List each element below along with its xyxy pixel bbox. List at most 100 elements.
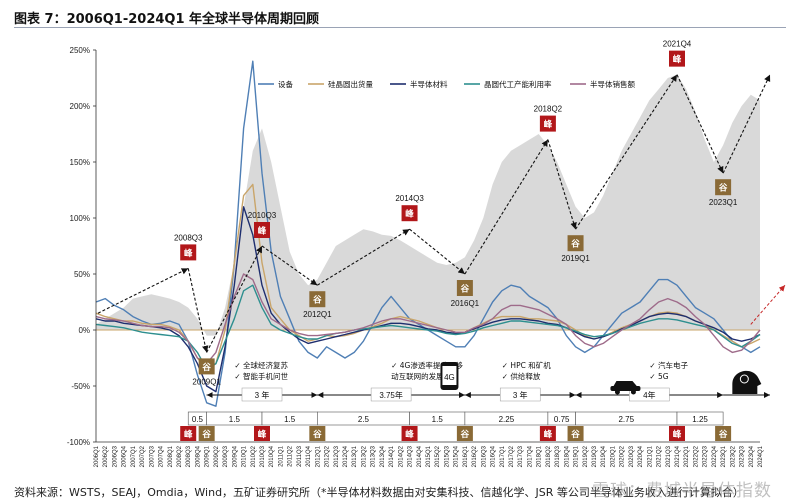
trough-badge [715,179,732,196]
cycle-note-text: ✓ 4G渗透率提升，移 [391,360,463,370]
badge-text: 谷 [460,429,470,440]
cycle-point-label: 2014Q3 [395,194,424,203]
cycle-point-label: 2009Q1 [192,377,221,386]
phone-icon-label: 4G [444,373,455,382]
x-tick-label: 2021Q4 [675,445,681,467]
x-tick-label: 2017Q4 [527,445,533,467]
badge-text: 峰 [184,429,193,440]
badge-text: 峰 [258,429,267,440]
cycle-point-label: 2010Q3 [248,211,277,220]
cycle-span-label: 4年 [643,390,655,400]
y-axis: 250% 200% 150% 100% 50% 0% -50% -100% [67,46,97,447]
peak-badge [401,205,418,222]
legend-label: 半导体材料 [410,79,448,89]
badge-text: 谷 [460,284,470,295]
x-tick-label: 2007Q2 [140,445,146,467]
x-tick-label: 2020Q3 [629,445,635,467]
trough-badge [567,426,584,441]
trough-badge [567,235,584,252]
trend-segment [409,228,466,275]
y-tick-label: -50% [71,382,90,391]
car-wheel [614,389,620,395]
x-tick-label: 2008Q4 [195,445,201,467]
peak-badge [539,426,556,441]
cycle-point-label: 2012Q1 [303,310,332,319]
x-tick-label: 2022Q4 [712,445,718,467]
legend-label: 半导体销售额 [590,79,635,89]
x-tick-label: 2012Q1 [315,445,321,467]
cycle-note-text: ✓ 供给释放 [502,371,541,381]
badge-text: 谷 [718,429,728,440]
gear-icon [739,374,749,384]
legend-label: 设备 [278,79,293,89]
x-tick-label: 2006Q3 [112,445,118,467]
duration-label: 2.75 [618,415,634,424]
trend-segment [261,245,318,286]
x-tick-label: 2021Q3 [666,445,672,467]
x-tick-label: 2014Q4 [417,445,423,467]
duration-label: 1.5 [284,415,296,424]
x-tick-label: 2019Q1 [574,445,580,467]
duration-label: 0.75 [554,415,570,424]
duration-label: 1.25 [692,415,708,424]
badge-text: 谷 [312,295,322,306]
x-tick-label: 2020Q1 [610,445,616,467]
cycle-span-label: 3.75年 [379,390,403,400]
x-tick-label: 2024Q1 [758,445,764,467]
y-tick-label: 200% [70,102,90,111]
title-divider [14,27,786,28]
duration-cell [676,411,724,426]
duration-label: 2.5 [358,415,370,424]
duration-row: 0.5 1.5 1.5 2.5 1.5 2.25 0.75 2.75 1.25峰谷峰谷峰谷峰谷峰… [180,411,732,441]
badge-text: 谷 [312,429,322,440]
x-axis: 2006Q1 2006Q2 2006Q3 2006Q4 2007Q1 2007Q2 2007… [94,441,764,467]
legend-label: 硅晶圆出货量 [328,79,373,89]
y-tick-label: -100% [67,438,90,447]
x-tick-label: 2013Q2 [361,445,367,467]
x-tick-label: 2015Q3 [444,445,450,467]
x-tick-label: 2020Q4 [638,445,644,467]
cycle-span-label: 3 年 [255,390,270,400]
peak-badge [180,244,197,261]
badge-text: 峰 [544,119,553,130]
x-tick-label: 2016Q1 [463,445,469,467]
x-tick-label: 2006Q1 [94,445,100,467]
x-tick-label: 2017Q3 [518,445,524,467]
cycle-note-text: ✓ 汽车电子 [649,360,688,370]
cycle-note-text: ✓ 5G [649,372,668,381]
cycle-note-text: ✓ 全球经济复苏 [234,360,288,370]
trough-badge [715,426,732,441]
car-body [610,386,641,391]
x-tick-label: 2013Q3 [371,445,377,467]
x-tick-label: 2013Q1 [352,445,358,467]
x-tick-label: 2007Q1 [131,445,137,467]
trend-segment [722,74,771,174]
x-tick-label: 2010Q2 [251,445,257,467]
x-tick-label: 2010Q4 [269,445,275,467]
y-tick-label: 100% [70,214,90,223]
trend-segment [676,74,724,174]
x-tick-label: 2008Q1 [168,445,174,467]
x-tick-label: 2011Q2 [288,445,294,467]
trough-badge [456,280,473,296]
x-tick-label: 2009Q2 [214,445,220,467]
x-tick-label: 2023Q1 [721,445,727,467]
y-tick-label: 50% [74,270,90,279]
y-tick-label: 0% [78,326,90,335]
cycle-note-text: ✓ HPC 和矿机 [502,360,551,370]
x-tick-label: 2015Q4 [454,445,460,467]
x-tick-label: 2014Q2 [398,445,404,467]
x-tick-label: 2015Q1 [426,445,432,467]
x-tick-label: 2010Q3 [260,445,266,467]
badge-text: 谷 [570,429,580,440]
peak-badge [401,426,418,441]
source-note: 资料来源：WSTS，SEAJ，Omdia，Wind，五矿证券研究所（*半导体材料… [14,486,744,499]
x-tick-label: 2018Q3 [555,445,561,467]
x-tick-label: 2023Q4 [749,445,755,467]
trend-segment [575,74,678,230]
chart-title: 图表 7：2006Q1-2024Q1 年全球半导体周期回顾 [14,12,320,27]
trend-segment [187,268,209,353]
phone-screen [442,366,457,385]
